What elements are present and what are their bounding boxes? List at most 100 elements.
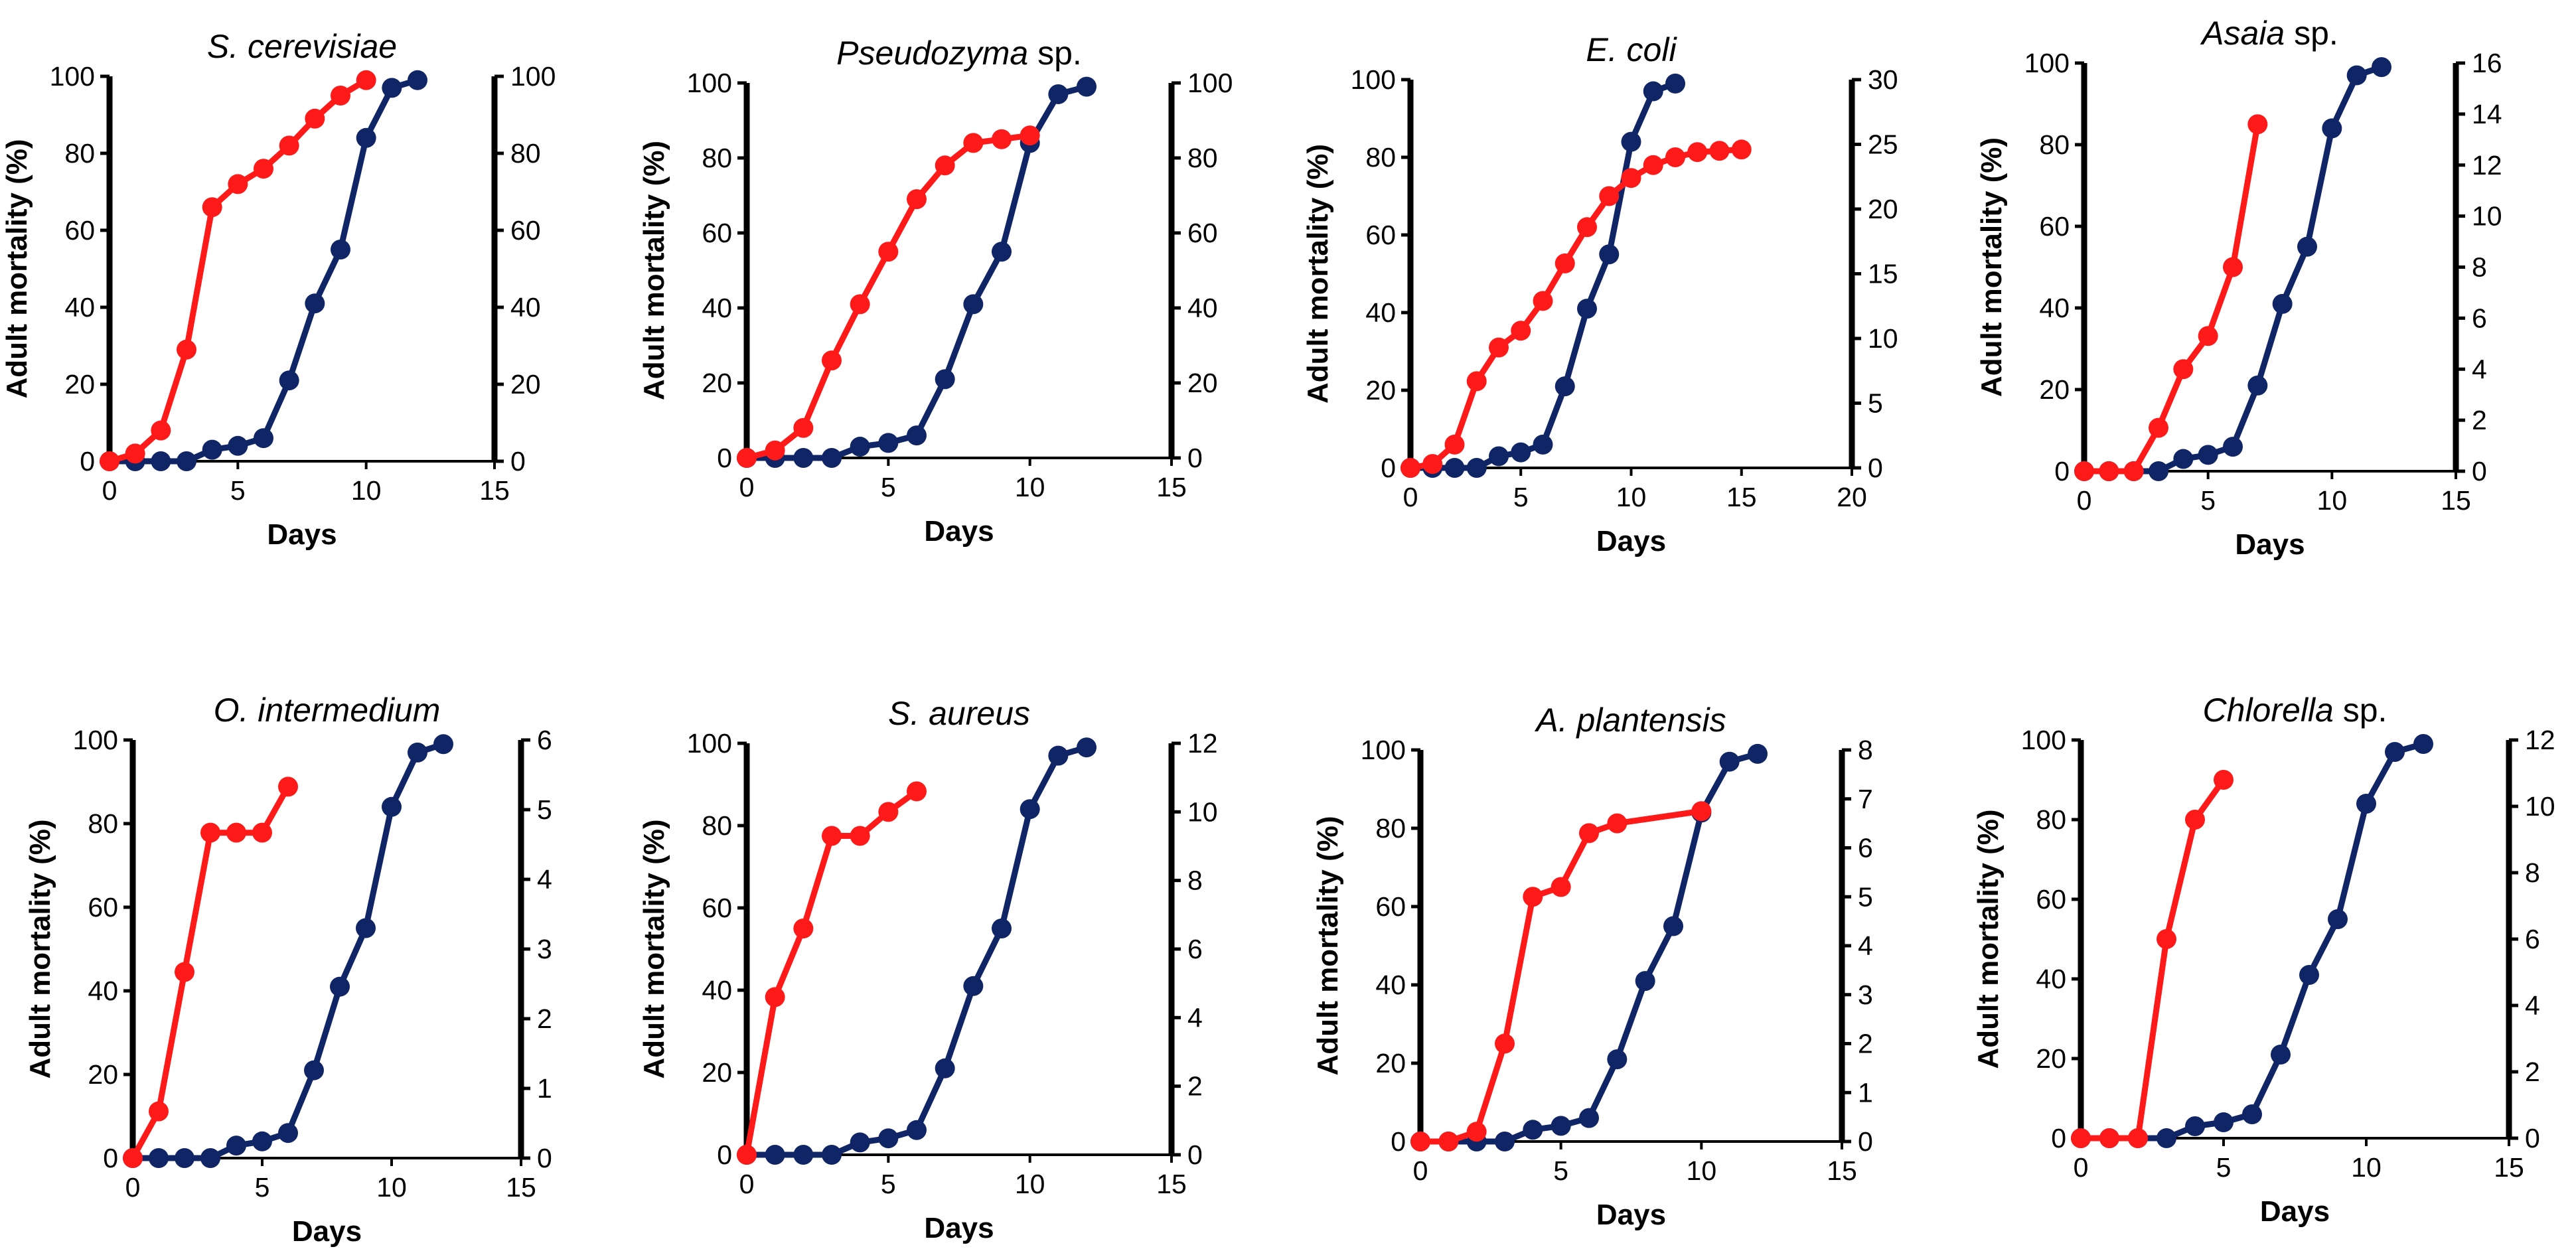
y-tick-label: 100: [687, 68, 732, 98]
data-point-red: [822, 826, 842, 846]
x-tick-label: 5: [881, 472, 896, 502]
x-tick-label: 5: [881, 1169, 896, 1199]
data-point-red: [252, 822, 272, 843]
data-point-blue: [1077, 737, 1097, 758]
y2-tick-label: 12: [2472, 150, 2502, 181]
data-point-blue: [1599, 244, 1620, 265]
y-tick-label: 60: [2039, 211, 2070, 242]
data-point-blue: [175, 1148, 194, 1168]
series-line-red: [1417, 808, 1705, 1145]
x-tick-label: 5: [1513, 482, 1529, 512]
y-tick-label: 80: [64, 138, 95, 169]
y2-tick-label: 2: [537, 1003, 552, 1034]
x-axis-label: Days: [924, 1212, 994, 1244]
data-point-blue: [279, 370, 299, 391]
chart-title-italic: Pseudozyma: [836, 35, 1028, 72]
y-tick-label: 80: [2039, 129, 2070, 160]
x-tick-label: 15: [506, 1172, 536, 1203]
x-tick-label: 5: [230, 475, 246, 506]
data-point-red: [202, 197, 222, 218]
chart-title-italic: A. plantensis: [1534, 701, 1726, 739]
data-point-red: [2198, 326, 2218, 346]
x-tick-label: 15: [1156, 472, 1187, 502]
data-point-blue: [305, 293, 325, 314]
data-point-blue: [1511, 442, 1531, 463]
y2-tick-label: 12: [1187, 728, 1218, 759]
data-point-blue: [1635, 971, 1655, 992]
data-point-red: [226, 822, 246, 843]
data-point-red: [2071, 1128, 2091, 1148]
data-point-red: [737, 448, 757, 468]
y-tick-label: 100: [1361, 735, 1406, 765]
data-point-red: [175, 962, 194, 982]
y-tick-label: 60: [1375, 891, 1406, 922]
chart-panel-2: Pseudozyma sp. 0 20 40 60 80 100 0 20 40 60 80 100 0 5…: [638, 35, 1233, 548]
data-point-blue: [408, 742, 427, 763]
x-tick-label: 5: [255, 1172, 270, 1203]
y2-tick-label: 6: [1858, 833, 1873, 863]
chart-title: A. plantensis: [1534, 701, 1726, 739]
y-tick-label: 0: [1381, 453, 1396, 483]
chart-title-italic: O. intermedium: [214, 692, 441, 729]
y2-tick-label: 6: [1187, 934, 1203, 964]
y2-tick-label: 5: [1868, 388, 1883, 419]
y-tick-label: 60: [2036, 884, 2066, 915]
data-point-red: [2099, 1128, 2119, 1148]
y2-tick-label: 15: [1868, 259, 1898, 289]
data-point-blue: [330, 976, 350, 997]
data-point-red: [1621, 168, 1641, 188]
data-point-red: [2128, 1128, 2148, 1148]
chart-panel-6: S. aureus 0 20 40 60 80 100 0 2 4 6 8 10 12 0 5 10 15 Days…: [638, 695, 1218, 1244]
y-tick-label: 60: [1365, 220, 1396, 250]
x-tick-label: 0: [125, 1172, 141, 1203]
data-point-blue: [793, 1145, 814, 1165]
data-point-red: [992, 129, 1012, 149]
y2-tick-label: 6: [537, 725, 552, 755]
y-axis-label: Adult mortality (%): [24, 819, 56, 1078]
data-point-red: [200, 822, 220, 843]
data-point-red: [228, 174, 248, 194]
x-tick-label: 10: [2351, 1152, 2382, 1183]
data-point-blue: [382, 796, 402, 817]
y2-tick-label: 10: [2472, 201, 2502, 232]
data-point-red: [305, 108, 325, 129]
x-tick-label: 15: [1827, 1155, 1857, 1186]
y-tick-label: 20: [88, 1059, 118, 1090]
y2-tick-label: 5: [537, 794, 552, 825]
x-tick-label: 15: [2494, 1152, 2524, 1183]
y-axis-label: Adult mortality (%): [1, 139, 33, 398]
chart-title: Asaia sp.: [2200, 15, 2338, 52]
y-tick-label: 0: [80, 446, 95, 477]
data-point-red: [1665, 147, 1685, 167]
data-point-red: [1523, 887, 1543, 907]
y2-tick-label: 2: [1858, 1029, 1873, 1059]
y-tick-label: 40: [2036, 964, 2066, 994]
data-point-red: [2123, 461, 2144, 481]
y-tick-label: 20: [64, 369, 95, 400]
data-point-red: [1444, 434, 1465, 455]
y-tick-label: 0: [103, 1143, 118, 1173]
data-point-red: [765, 440, 785, 461]
y2-tick-label: 80: [1187, 143, 1218, 173]
data-point-blue: [1607, 1049, 1628, 1070]
y2-tick-label: 10: [1187, 796, 1218, 827]
y-axis-label: Adult mortality (%): [638, 819, 670, 1078]
y-tick-label: 20: [702, 368, 732, 398]
data-point-blue: [2198, 445, 2218, 465]
y-tick-label: 60: [64, 215, 95, 246]
data-point-blue: [1048, 84, 1069, 104]
data-point-blue: [1579, 1108, 1599, 1128]
y-tick-label: 100: [1351, 64, 1396, 95]
x-tick-label: 10: [1015, 472, 1045, 502]
y2-tick-label: 60: [510, 215, 541, 246]
y-tick-label: 80: [88, 808, 118, 839]
data-point-blue: [963, 976, 984, 996]
y-tick-label: 40: [702, 293, 732, 323]
data-point-red: [1422, 454, 1443, 475]
y-tick-label: 80: [2036, 804, 2066, 835]
chart-title: E. coli: [1586, 31, 1677, 68]
data-point-blue: [2247, 375, 2268, 396]
data-point-blue: [149, 1148, 169, 1168]
